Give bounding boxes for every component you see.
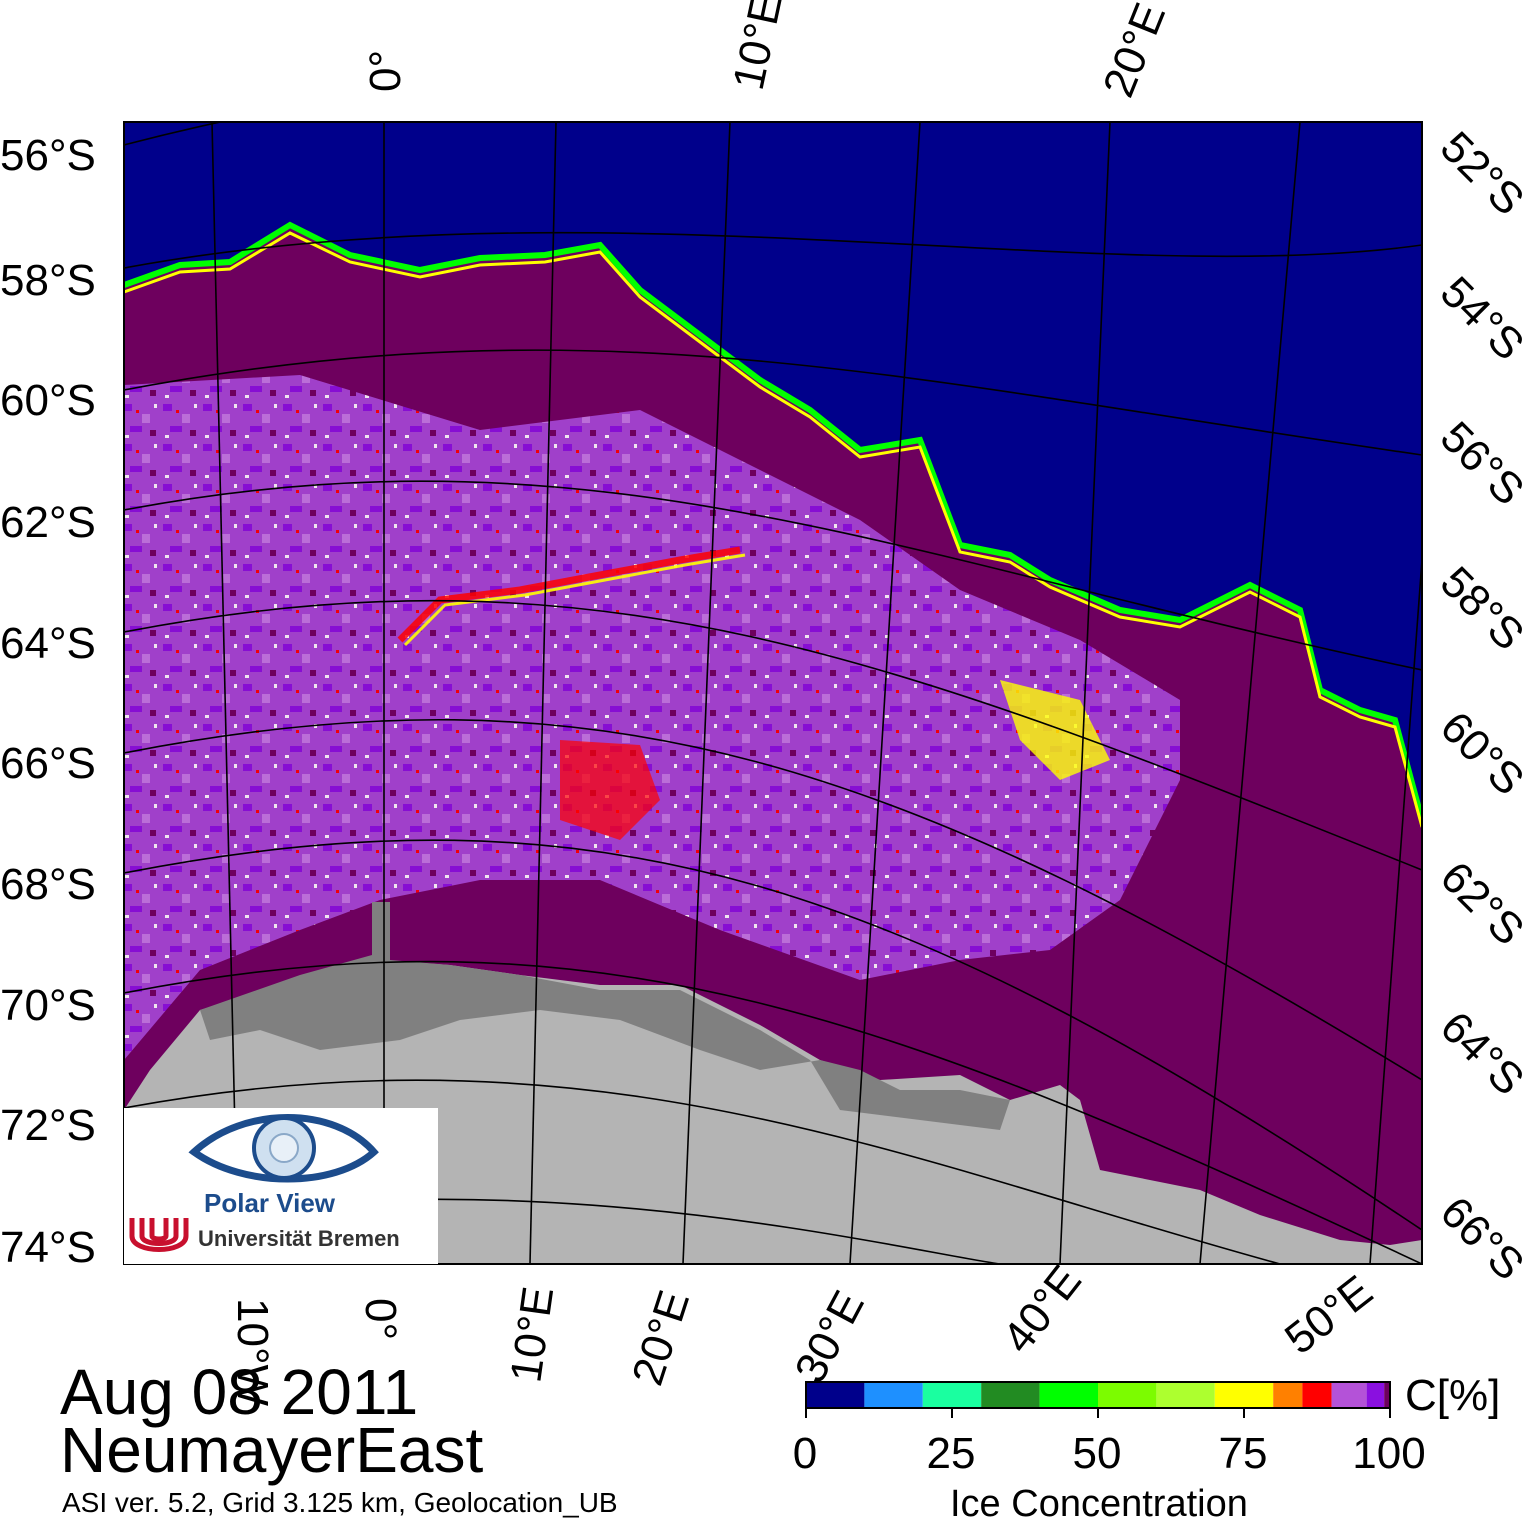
- colorbar-segment: [1384, 1382, 1390, 1408]
- colorbar-segment: [922, 1382, 982, 1408]
- longitude-lines: [211, 122, 1422, 1264]
- colorbar-segment: [1302, 1382, 1332, 1408]
- lat-label-left: 64°S: [0, 619, 96, 668]
- lat-label-left: 68°S: [0, 860, 96, 909]
- product-info: ASI ver. 5.2, Grid 3.125 km, Geolocation…: [62, 1487, 618, 1518]
- lat-label-left: 74°S: [0, 1223, 96, 1272]
- colorbar-segment: [1039, 1382, 1098, 1408]
- colorbar-segment: [864, 1382, 923, 1408]
- left-lat-labels: 56°S 58°S 60°S 62°S 64°S 66°S 68°S 70°S …: [0, 131, 96, 1272]
- map-frame: [123, 121, 1423, 1265]
- high-concentration-patch: [560, 740, 660, 840]
- lat-label-right: 52°S: [1431, 122, 1533, 224]
- lat-label-right: 58°S: [1431, 557, 1533, 659]
- ice-shelf: [200, 902, 1010, 1130]
- lat-label-left: 56°S: [0, 131, 96, 180]
- university-seal-icon: [129, 1218, 189, 1252]
- lon-label-bottom: 10°E: [501, 1284, 563, 1386]
- ice-edge-yellow: [124, 231, 1422, 828]
- lat-label-right: 56°S: [1431, 412, 1533, 514]
- logo-university-text: Universität Bremen: [198, 1226, 400, 1251]
- colorbar-segment: [1273, 1382, 1303, 1408]
- polar-view-logo: Polar View Universität Bremen: [124, 1108, 438, 1264]
- colorbar-segment: [1331, 1382, 1367, 1408]
- lat-label-left: 62°S: [0, 498, 96, 547]
- lon-label-bottom: 20°E: [623, 1285, 699, 1391]
- antarctica-land: [124, 960, 1422, 1264]
- ice-edge-band: [124, 221, 1422, 821]
- lat-label-left: 66°S: [0, 739, 96, 788]
- map-area: [124, 122, 1422, 1264]
- high-concentration-streak: [397, 546, 741, 643]
- lon-label-top: 20°E: [1094, 0, 1175, 104]
- lat-label-left: 58°S: [0, 256, 96, 305]
- right-lat-labels: 52°S 54°S 56°S 58°S 60°S 62°S 64°S 66°S: [1431, 122, 1533, 1289]
- lat-label-right: 54°S: [1431, 267, 1533, 369]
- high-concentration-streak-2: [403, 553, 746, 647]
- colorbar-tick: 100: [1352, 1429, 1426, 1478]
- lon-label-bottom: 10°W: [228, 1298, 277, 1407]
- lon-label-top: 10°E: [724, 0, 792, 94]
- lat-label-right: 64°S: [1431, 1002, 1533, 1104]
- lon-label-bottom: 30°E: [786, 1283, 874, 1391]
- colorbar-segment: [1156, 1382, 1215, 1408]
- colorbar: [805, 1381, 1391, 1418]
- lat-label-right: 62°S: [1431, 852, 1533, 954]
- latitude-circles: [124, 122, 1422, 1264]
- lon-label-top: 0°: [361, 50, 410, 92]
- lat-label-right: 60°S: [1431, 702, 1533, 804]
- top-lon-labels: 0° 10°E 20°E: [361, 0, 1175, 104]
- colorbar-unit: C[%]: [1405, 1371, 1501, 1420]
- colorbar-tick: 0: [792, 1429, 818, 1478]
- lon-label-bottom: 40°E: [993, 1256, 1091, 1362]
- eye-icon: [188, 1114, 379, 1183]
- lat-label-left: 72°S: [0, 1101, 96, 1150]
- colorbar-tick: 25: [926, 1429, 976, 1478]
- textured-ice-region: [124, 375, 1180, 1060]
- colorbar-segment: [1214, 1382, 1274, 1408]
- lon-label-bottom: 50°E: [1276, 1266, 1382, 1364]
- colorbar-tick: 50: [1072, 1429, 1122, 1478]
- colorbar-segment: [806, 1382, 865, 1408]
- colorbar-segment: [1098, 1382, 1157, 1408]
- region-title: NeumayerEast: [60, 1414, 484, 1486]
- colorbar-segment: [981, 1382, 1040, 1408]
- lat-label-left: 60°S: [0, 376, 96, 425]
- colorbar-tick: 75: [1218, 1429, 1268, 1478]
- lat-label-left: 70°S: [0, 981, 96, 1030]
- colorbar-segment: [1366, 1382, 1385, 1408]
- date-title: Aug 08 2011: [60, 1356, 419, 1428]
- logo-polar-view-text: Polar View: [204, 1188, 336, 1218]
- lon-label-bottom: 0°: [356, 1298, 405, 1340]
- colorbar-title: Ice Concentration: [950, 1483, 1248, 1525]
- lat-label-right: 66°S: [1431, 1187, 1533, 1289]
